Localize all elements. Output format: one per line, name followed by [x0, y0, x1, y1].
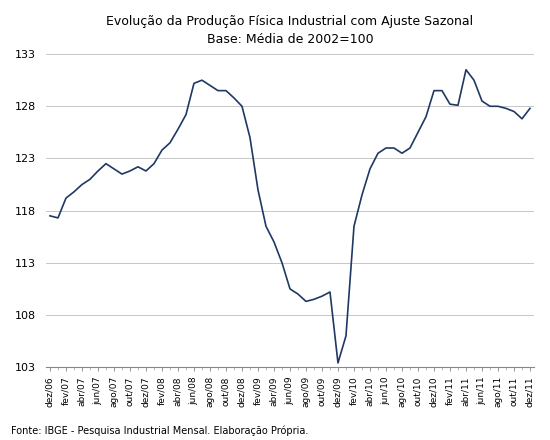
Title: Evolução da Produção Física Industrial com Ajuste Sazonal
Base: Média de 2002=10: Evolução da Produção Física Industrial c…: [106, 15, 474, 46]
Text: Fonte: IBGE - Pesquisa Industrial Mensal. Elaboração Própria.: Fonte: IBGE - Pesquisa Industrial Mensal…: [11, 425, 309, 436]
